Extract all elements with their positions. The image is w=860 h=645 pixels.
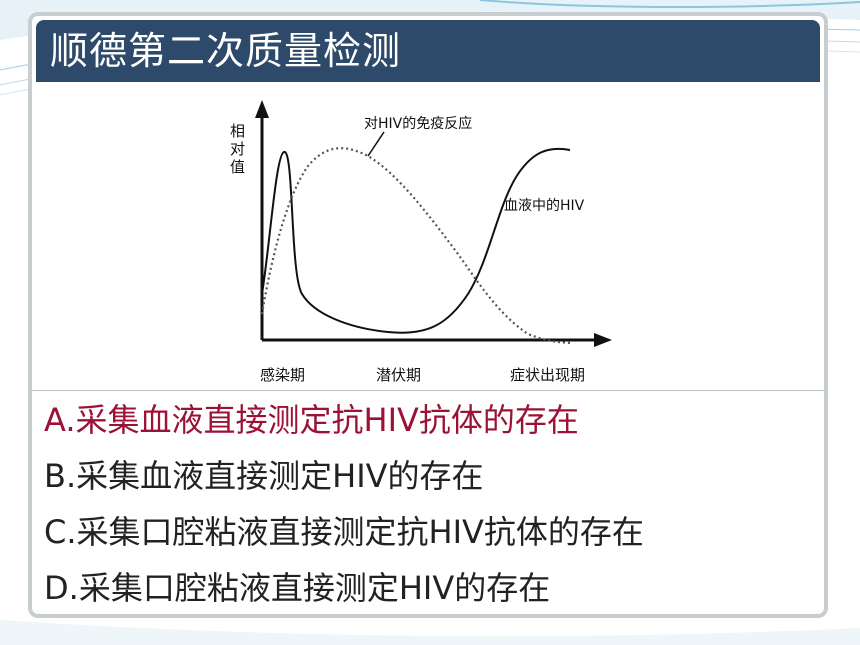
title-bar: 顺德第二次质量检测	[36, 20, 820, 82]
option-d[interactable]: D.采集口腔粘液直接测定HIV的存在	[44, 569, 551, 607]
blood-hiv-curve	[261, 147, 571, 334]
slide-frame: 顺德第二次质量检测 相 对 值 对HIV的免疫反应 血液中的HIV 感染期 潜伏…	[28, 12, 828, 618]
slide-title: 顺德第二次质量检测	[50, 29, 402, 73]
hiv-graph: 相 对 值 对HIV的免疫反应 血液中的HIV 感染期 潜伏期 症状出现期	[230, 100, 612, 384]
blood-hiv-label: 血液中的HIV	[504, 198, 585, 214]
x-label-symptom: 症状出现期	[510, 366, 585, 384]
x-label-infection: 感染期	[260, 366, 305, 384]
y-axis-arrow	[255, 100, 269, 118]
option-a[interactable]: A.采集血液直接测定抗HIV抗体的存在	[44, 401, 579, 439]
option-c[interactable]: C.采集口腔粘液直接测定抗HIV抗体的存在	[44, 513, 644, 551]
y-label-char: 值	[230, 158, 245, 176]
immune-response-curve	[260, 147, 571, 345]
option-b[interactable]: B.采集血液直接测定HIV的存在	[44, 457, 484, 495]
y-label-char: 对	[230, 140, 245, 158]
x-label-latent: 潜伏期	[376, 366, 421, 384]
immune-response-label: 对HIV的免疫反应	[364, 115, 472, 132]
immune-label-leader	[367, 131, 385, 157]
divider	[32, 390, 824, 391]
x-axis-arrow	[594, 333, 612, 347]
y-label-char: 相	[230, 122, 245, 140]
